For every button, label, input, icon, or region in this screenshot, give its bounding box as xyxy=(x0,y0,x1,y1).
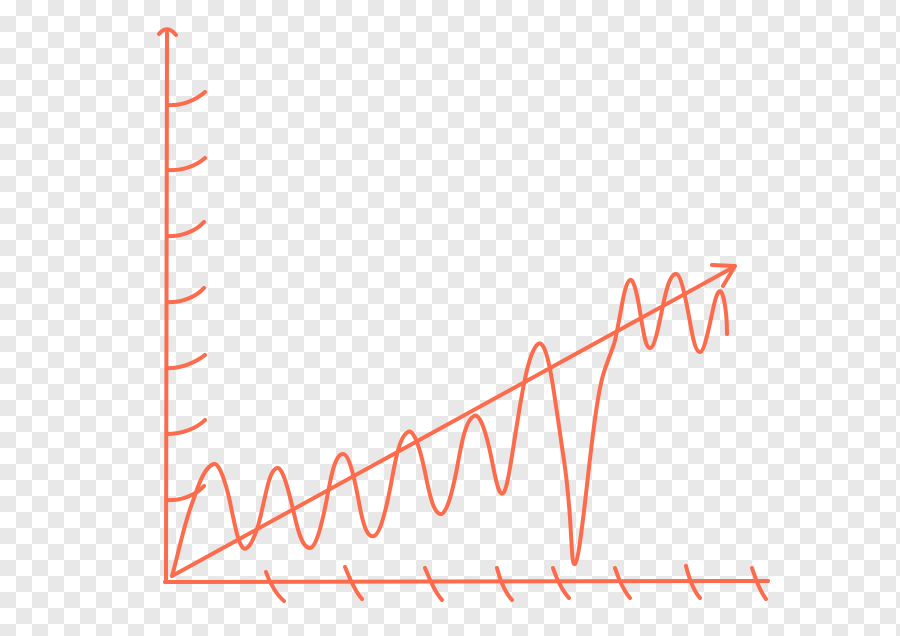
y-tick-3 xyxy=(167,288,204,302)
y-tick-1 xyxy=(168,158,205,170)
x-axis xyxy=(165,581,768,582)
x-tick-2 xyxy=(425,568,442,600)
chart-svg xyxy=(0,0,900,636)
x-tick-0 xyxy=(266,572,284,601)
sketch-chart xyxy=(0,0,900,636)
x-tick-3 xyxy=(497,568,512,600)
y-tick-0 xyxy=(168,92,205,105)
y-axis xyxy=(166,33,167,580)
x-tick-7 xyxy=(752,568,766,599)
y-tick-5 xyxy=(167,420,205,434)
y-tick-2 xyxy=(167,222,204,236)
y-tick-4 xyxy=(167,355,205,368)
